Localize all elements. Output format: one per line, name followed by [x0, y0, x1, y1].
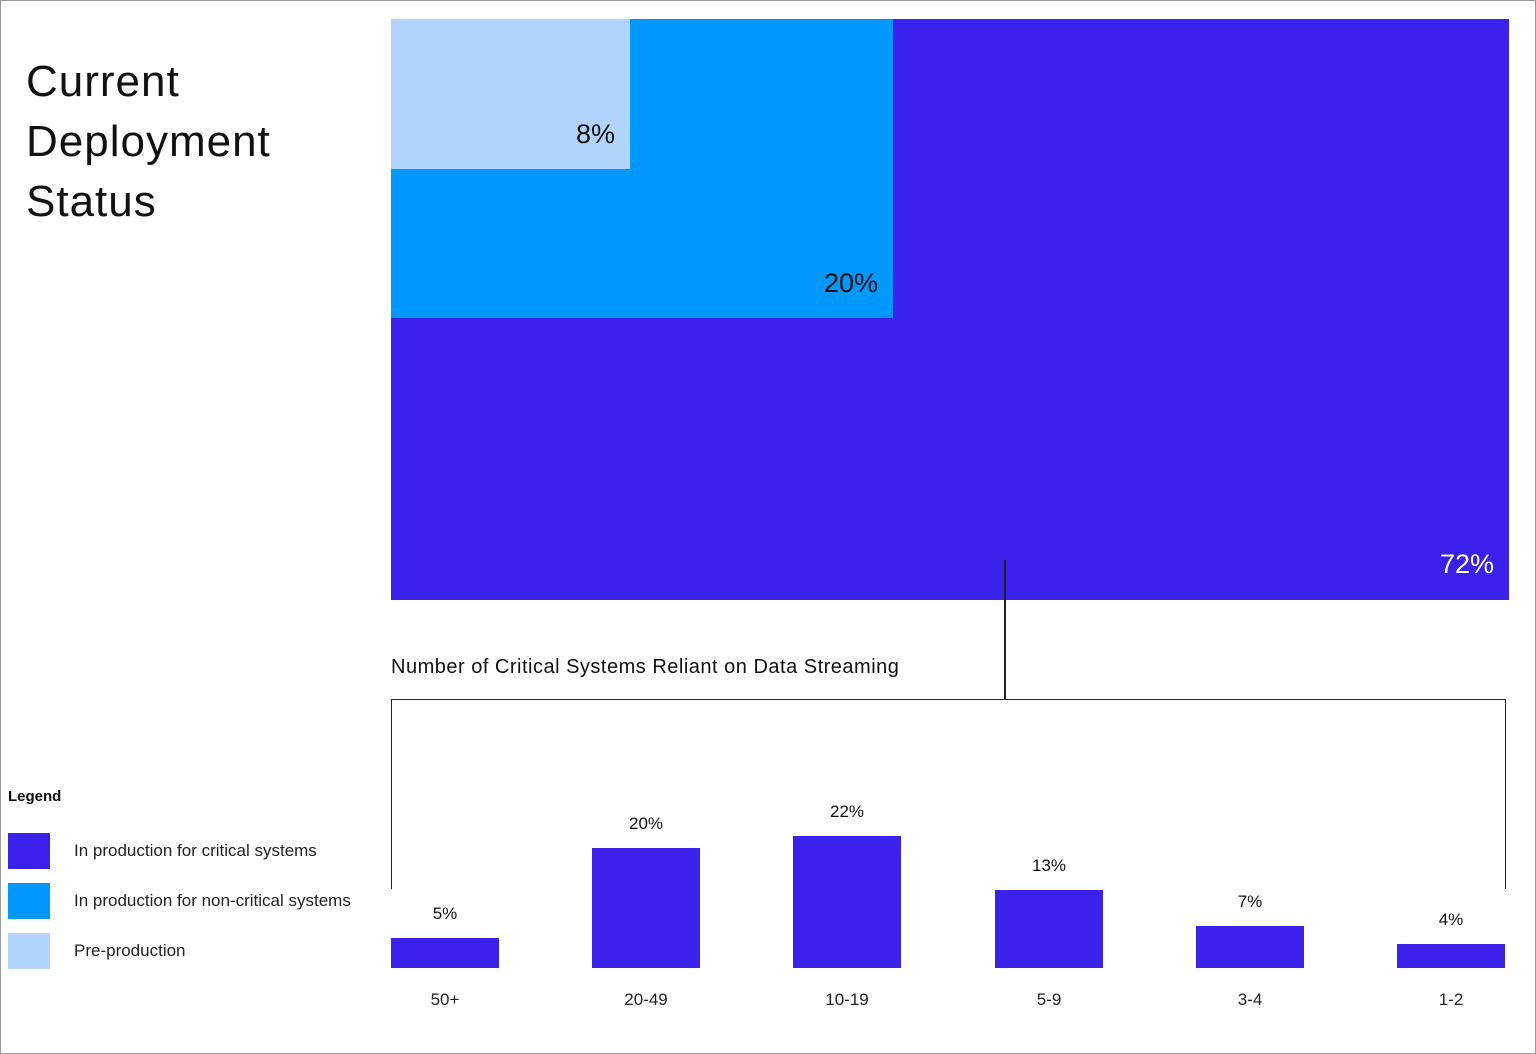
bar-value-label: 7%: [1237, 892, 1263, 911]
tile-pre-production-value: 8%: [575, 119, 615, 149]
deployment-treemap: 72% 20% 8%: [391, 19, 1509, 600]
bracket-right-line: [1505, 699, 1506, 889]
bar-category-label: 1-2: [1438, 990, 1464, 1009]
bar-5-9: [995, 890, 1103, 968]
tile-critical-value: 72%: [1439, 549, 1494, 579]
bar-chart-title: Number of Critical Systems Reliant on Da…: [391, 656, 900, 678]
page-title: Current Deployment Status: [26, 57, 271, 226]
bar-value-label: 4%: [1438, 910, 1464, 929]
bar-value-label: 22%: [829, 802, 865, 821]
bar-50+: [391, 938, 499, 968]
bar-category-label: 20-49: [624, 990, 668, 1009]
tile-non-critical-value: 20%: [823, 268, 878, 298]
bar-category-label: 5-9: [1036, 990, 1062, 1009]
legend-swatch-pre-production: [8, 933, 50, 969]
legend-label-non-critical: In production for non-critical systems: [74, 891, 351, 910]
connector-line: [1004, 560, 1006, 700]
bar-10-19: [793, 836, 901, 968]
legend-swatch-critical: [8, 833, 50, 869]
legend-label-pre-production: Pre-production: [74, 941, 186, 960]
bracket-left-line: [391, 699, 392, 889]
bar-category-label: 10-19: [825, 990, 869, 1009]
legend-label-critical: In production for critical systems: [74, 841, 317, 860]
bracket-top-line: [391, 699, 1506, 700]
bar-1-2: [1397, 944, 1505, 968]
bar-value-label: 20%: [628, 814, 664, 833]
legend-swatch-non-critical: [8, 883, 50, 919]
bar-category-label: 50+: [430, 990, 460, 1009]
legend-title: Legend: [8, 788, 62, 805]
bar-value-label: 13%: [1031, 856, 1067, 875]
bar-3-4: [1196, 926, 1304, 968]
tile-pre-production: 8%: [391, 19, 630, 169]
bar-20-49: [592, 848, 700, 968]
bar-value-label: 5%: [432, 904, 458, 923]
bar-category-label: 3-4: [1237, 990, 1263, 1009]
